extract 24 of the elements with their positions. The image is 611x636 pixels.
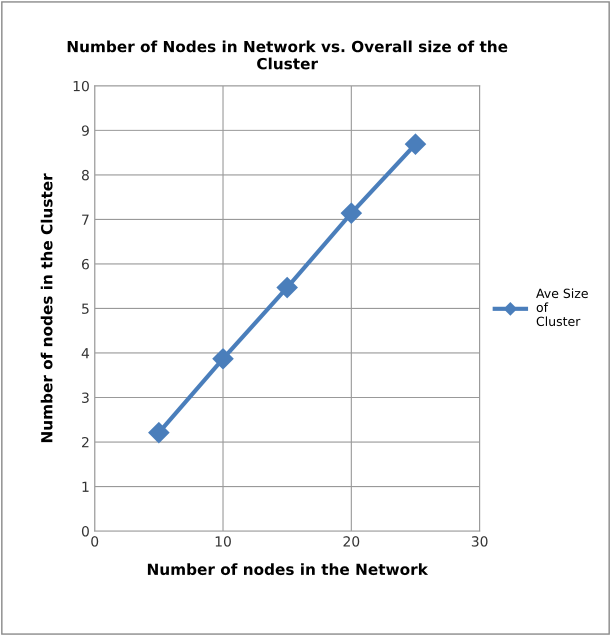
y-tick-label: 2 [82,436,88,448]
y-tick-label: 3 [82,392,89,403]
x-tick-label: 0 [91,536,98,547]
point [212,348,234,370]
x-tick-label: 30 [472,536,488,547]
legend-label: Ave Size of Cluster [536,288,588,326]
point [340,202,362,224]
x-tick-label: 20 [344,536,360,547]
y-tick-label: 6 [82,258,89,270]
point [148,422,170,444]
x-tick-label: 10 [216,536,231,547]
y-tick-label: 8 [82,170,89,180]
chart-title: Number of Nodes in Network vs. Overall size of the Cluster [68,40,508,70]
y-tick-label: 7 [82,214,89,225]
y-tick-label: 10 [74,80,89,92]
y-tick-label: 0 [82,526,89,537]
y-tick-label: 5 [82,304,89,314]
y-tick-label: 9 [82,125,89,136]
y-axis-title: Number of nodes in the Cluster [40,173,53,442]
point [404,134,426,155]
y-tick-label: 4 [82,348,90,358]
y-tick-label: 1 [82,482,89,492]
point [276,277,298,298]
x-axis-title: Number of nodes in the Network [148,563,428,576]
